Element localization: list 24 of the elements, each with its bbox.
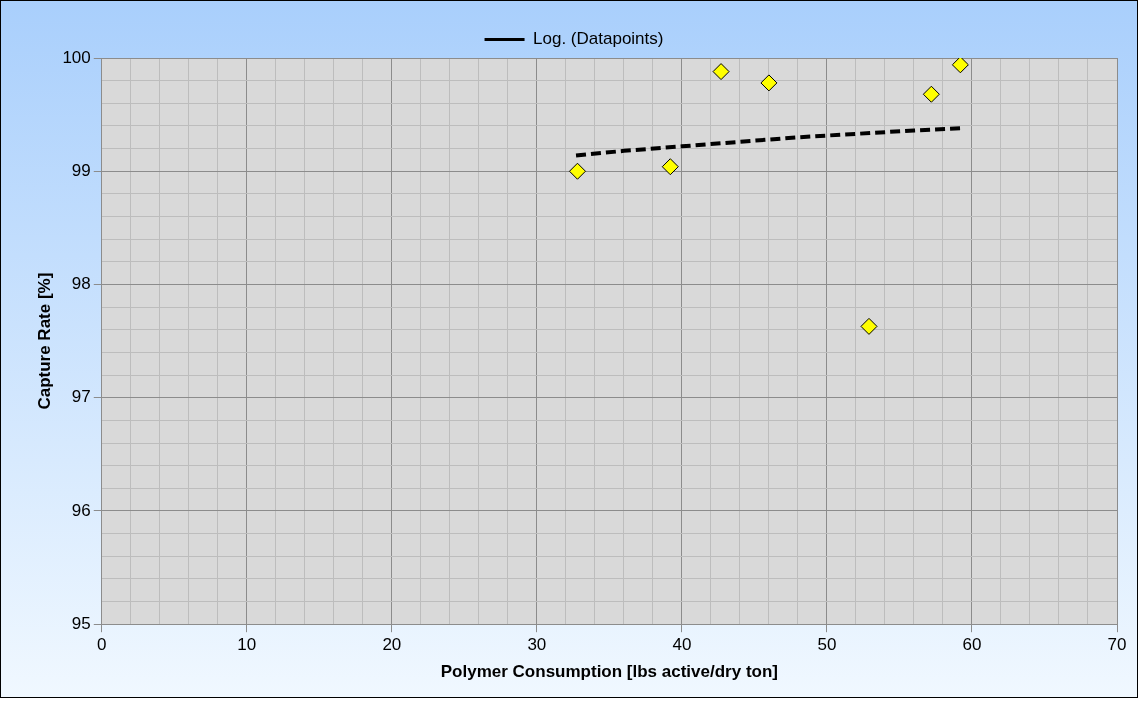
legend-label: Log. (Datapoints) (533, 29, 664, 49)
y-axis-title: Capture Rate [%] (34, 272, 54, 410)
point (922, 85, 940, 103)
point (568, 162, 586, 180)
point (951, 58, 969, 74)
x-tick-label: 50 (817, 635, 837, 655)
y-tick-label: 96 (71, 500, 91, 520)
x-tick-label: 20 (382, 635, 402, 655)
point (661, 158, 679, 176)
x-axis-title: Polymer Consumption [lbs active/dry ton] (440, 662, 778, 682)
x-tick-label: 10 (237, 635, 257, 655)
y-tick-label: 97 (71, 387, 91, 407)
point (760, 74, 778, 92)
x-tick-label: 40 (672, 635, 692, 655)
y-tick-label: 98 (71, 274, 91, 294)
y-tick-label: 95 (71, 613, 91, 633)
y-tick-label: 100 (62, 47, 91, 67)
point (860, 317, 878, 335)
point (712, 63, 730, 81)
x-tick-label: 30 (527, 635, 547, 655)
x-tick-label: 0 (97, 635, 107, 655)
x-tick-label: 70 (1107, 635, 1127, 655)
x-tick-label: 60 (962, 635, 982, 655)
y-tick-label: 99 (71, 160, 91, 180)
